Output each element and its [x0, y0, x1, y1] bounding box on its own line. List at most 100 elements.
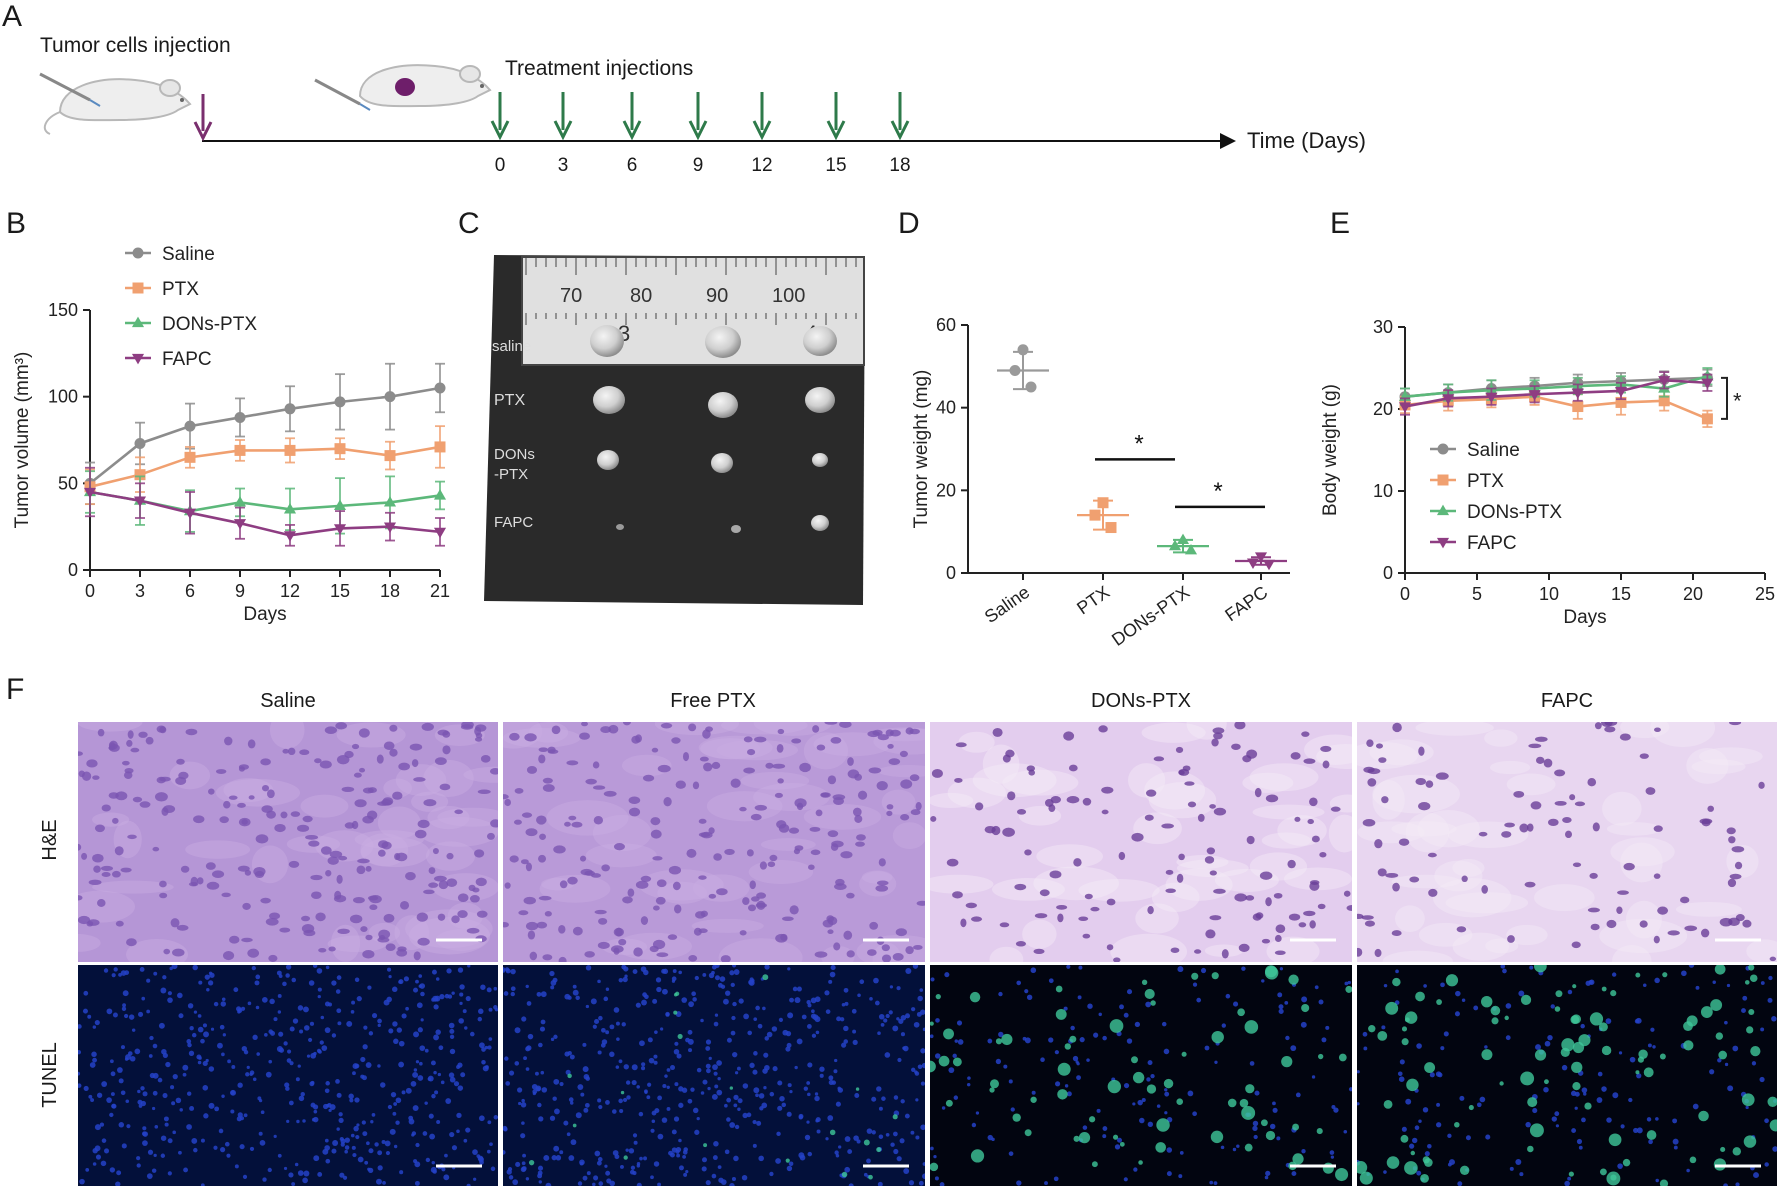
dapi-nucleus [734, 1124, 740, 1130]
he-texture [185, 840, 251, 859]
nucleus [92, 853, 104, 863]
dapi-nucleus [324, 1138, 329, 1143]
dapi-nucleus [510, 991, 515, 997]
nucleus [1184, 781, 1195, 786]
nucleus [613, 947, 620, 955]
nucleus [1726, 827, 1736, 835]
dapi-nucleus [540, 991, 547, 998]
he-texture [1369, 739, 1434, 766]
dapi-nucleus [209, 972, 215, 978]
ruler-number: 100 [772, 285, 805, 307]
nucleus [635, 734, 642, 743]
dapi-nucleus [1333, 1107, 1339, 1113]
dapi-nucleus [1618, 1051, 1623, 1055]
dapi-nucleus [636, 1085, 640, 1089]
tunel-positive-cell [1265, 1130, 1276, 1141]
dapi-nucleus [291, 1182, 296, 1186]
dapi-nucleus [752, 1143, 757, 1148]
dapi-nucleus [273, 1134, 277, 1139]
tunel-positive-cell [1490, 1005, 1501, 1016]
nucleus [266, 810, 276, 819]
dapi-nucleus [843, 1025, 849, 1032]
dapi-nucleus [1723, 1183, 1728, 1186]
nucleus [305, 834, 319, 840]
dapi-nucleus [141, 996, 146, 1001]
dapi-nucleus [162, 975, 167, 980]
dapi-nucleus [294, 1162, 299, 1167]
nucleus [547, 746, 556, 754]
nucleus [809, 826, 821, 832]
nucleus [527, 930, 536, 940]
dapi-nucleus [99, 1122, 105, 1127]
dapi-nucleus [769, 1091, 775, 1097]
dapi-nucleus [553, 1034, 558, 1040]
dapi-nucleus [377, 1150, 383, 1156]
nucleus [334, 890, 342, 900]
dapi-nucleus [540, 1019, 546, 1025]
dapi-nucleus [564, 1051, 570, 1057]
nucleus [867, 730, 880, 738]
dapi-nucleus [1077, 995, 1082, 1000]
nucleus [504, 882, 511, 889]
nucleus [776, 744, 784, 753]
dapi-nucleus [685, 1037, 690, 1043]
tunel-background [78, 965, 498, 1186]
dapi-nucleus [336, 1127, 340, 1131]
dapi-nucleus [1253, 1134, 1258, 1140]
dapi-nucleus [1745, 1105, 1749, 1110]
dapi-nucleus [493, 1115, 498, 1120]
dapi-nucleus [603, 996, 609, 1002]
he-texture [78, 722, 143, 732]
dapi-nucleus [731, 1015, 736, 1021]
dapi-nucleus [432, 1169, 437, 1174]
dapi-nucleus [131, 1028, 136, 1032]
dapi-nucleus [198, 980, 203, 985]
dapi-nucleus [1178, 1174, 1183, 1179]
data-point [1701, 378, 1714, 390]
he-texture [539, 874, 611, 903]
nucleus [1082, 933, 1091, 939]
nucleus [351, 743, 360, 750]
nucleus [1456, 926, 1467, 933]
he-texture [503, 727, 581, 748]
dapi-nucleus [109, 1167, 116, 1173]
dapi-nucleus [814, 1016, 821, 1023]
dapi-nucleus [856, 1139, 861, 1144]
dapi-nucleus [196, 1054, 202, 1060]
he-texture [1283, 867, 1352, 891]
dapi-nucleus [753, 1017, 758, 1022]
he-texture [1382, 950, 1453, 962]
nucleus [1187, 801, 1197, 808]
dapi-nucleus [606, 1178, 612, 1184]
dapi-nucleus [1070, 1025, 1075, 1031]
dapi-nucleus [296, 1119, 300, 1124]
dapi-nucleus [308, 1037, 313, 1043]
dapi-nucleus [167, 1171, 172, 1176]
dapi-nucleus [902, 1045, 909, 1052]
dapi-nucleus [1321, 1037, 1327, 1043]
dapi-nucleus [779, 1095, 785, 1102]
tunel-positive-cell [1638, 1049, 1648, 1060]
dapi-nucleus [141, 1131, 147, 1137]
y-axis-label: Tumor weight (mg) [911, 370, 932, 529]
dapi-nucleus [1016, 1180, 1022, 1186]
dapi-nucleus [230, 1109, 235, 1114]
dapi-nucleus [1264, 1175, 1269, 1180]
dapi-nucleus [922, 1162, 925, 1166]
nucleus [999, 922, 1010, 928]
dapi-nucleus [401, 1013, 407, 1019]
dapi-nucleus [903, 1168, 910, 1174]
he-texture [1165, 868, 1233, 901]
nucleus [172, 948, 185, 957]
tunel-positive-cell [1713, 1158, 1727, 1171]
dapi-nucleus [142, 1131, 149, 1137]
nucleus [1322, 760, 1330, 769]
he-texture [1214, 868, 1279, 893]
dapi-nucleus [118, 973, 122, 977]
dapi-nucleus [265, 1071, 272, 1078]
dapi-nucleus [507, 1166, 513, 1172]
he-texture [1417, 810, 1480, 848]
he-texture [1418, 922, 1473, 947]
tunel-positive-cell [1088, 1116, 1096, 1123]
dapi-nucleus [310, 1080, 315, 1085]
